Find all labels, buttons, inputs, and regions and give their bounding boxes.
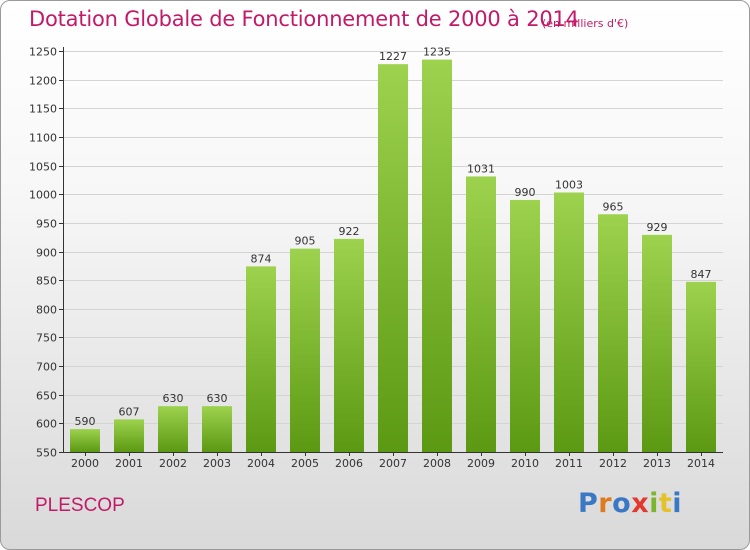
logo-letter: r [598, 488, 613, 519]
logo-letter: P [578, 488, 599, 519]
x-tick-label: 2006 [335, 457, 363, 470]
bar [422, 59, 452, 452]
chart-title: Dotation Globale de Fonctionnement de 20… [29, 7, 579, 31]
x-tick-label: 2013 [643, 457, 671, 470]
axes [59, 47, 723, 456]
bar [290, 248, 320, 452]
bar [510, 199, 540, 452]
y-tick-label: 750 [36, 332, 57, 345]
data-label: 630 [207, 392, 228, 405]
bar [378, 64, 408, 452]
y-tick-label: 950 [36, 218, 57, 231]
bar [70, 429, 100, 452]
data-label: 1031 [467, 162, 495, 175]
y-tick-label: 650 [36, 390, 57, 403]
x-tick-label: 2002 [159, 457, 187, 470]
y-tick-label: 1150 [29, 103, 57, 116]
data-label: 874 [251, 252, 272, 265]
y-tick-label: 800 [36, 304, 57, 317]
x-tick-label: 2014 [687, 457, 715, 470]
commune-name: PLESCOP [35, 495, 125, 516]
x-tick-label: 2005 [291, 457, 319, 470]
data-label: 929 [647, 221, 668, 234]
data-label: 990 [515, 186, 536, 199]
data-label: 630 [163, 392, 184, 405]
y-tick-label: 1250 [29, 46, 57, 59]
bar [598, 214, 628, 452]
data-label: 1235 [423, 46, 451, 59]
chart-subtitle: (en milliers d'€) [542, 17, 629, 30]
x-tick-label: 2012 [599, 457, 627, 470]
logo-letter: i [649, 488, 659, 519]
y-tick-label: 550 [36, 447, 57, 460]
x-tick-label: 2011 [555, 457, 583, 470]
x-tick-label: 2008 [423, 457, 451, 470]
data-label: 607 [119, 405, 140, 418]
data-label: 590 [75, 415, 96, 428]
logo-letter: i [672, 488, 683, 519]
data-label: 1003 [555, 178, 583, 191]
bar [466, 176, 496, 452]
bar [334, 238, 364, 452]
y-tick-label: 1100 [29, 132, 57, 145]
data-label: 905 [295, 235, 316, 248]
y-tick-label: 600 [36, 418, 57, 431]
y-tick-label: 1050 [29, 161, 57, 174]
bar [554, 192, 584, 452]
data-label: 1227 [379, 50, 407, 63]
x-tick-label: 2010 [511, 457, 539, 470]
logo-letter: o [612, 488, 632, 519]
x-tick-label: 2000 [71, 457, 99, 470]
bar [686, 281, 716, 452]
x-tick-label: 2004 [247, 457, 275, 470]
y-tick-label: 850 [36, 275, 57, 288]
data-label: 847 [691, 268, 712, 281]
x-tick-label: 2007 [379, 457, 407, 470]
logo-letter: t [658, 488, 673, 519]
bar [246, 266, 276, 452]
bar [158, 406, 188, 452]
y-tick-label: 1000 [29, 189, 57, 202]
bars [70, 59, 716, 452]
bar [114, 419, 144, 452]
bar [642, 234, 672, 452]
y-tick-label: 700 [36, 361, 57, 374]
bar [202, 406, 232, 452]
x-tick-label: 2003 [203, 457, 231, 470]
y-tick-label: 900 [36, 247, 57, 260]
data-label: 922 [339, 225, 360, 238]
data-label: 965 [603, 200, 624, 213]
logo-letter: x [631, 488, 650, 519]
proxiti-logo: Proxiti [578, 488, 682, 519]
y-tick-label: 1200 [29, 75, 57, 88]
labels: 550 600 650 700 750 800 850 900 950 1000 1050 1100 1… [29, 46, 715, 471]
x-tick-label: 2009 [467, 457, 495, 470]
x-tick-label: 2001 [115, 457, 143, 470]
